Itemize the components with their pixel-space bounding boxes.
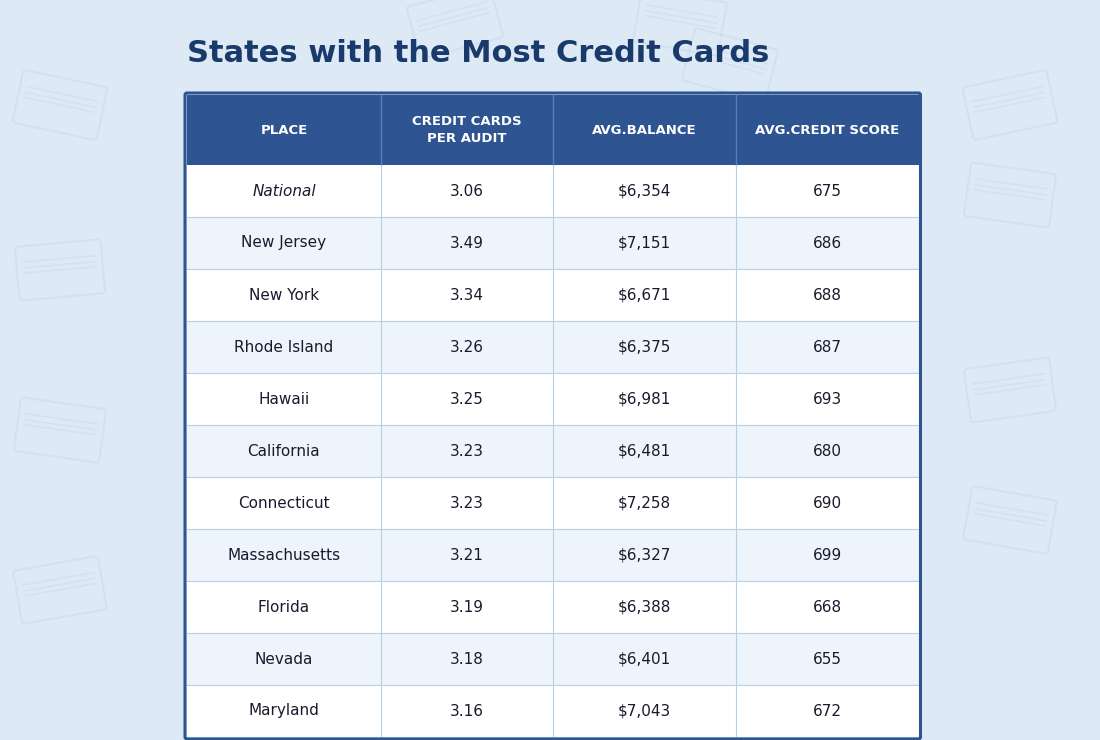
Text: New Jersey: New Jersey [241,235,327,251]
FancyBboxPatch shape [187,425,918,477]
Text: Maryland: Maryland [249,704,319,719]
Text: $6,327: $6,327 [617,548,671,562]
Text: 3.21: 3.21 [450,548,484,562]
FancyBboxPatch shape [187,269,918,321]
Text: National: National [252,184,316,198]
Text: $6,354: $6,354 [617,184,671,198]
Text: 675: 675 [813,184,842,198]
Text: 672: 672 [813,704,842,719]
Text: 3.06: 3.06 [450,184,484,198]
Text: 699: 699 [813,548,842,562]
Text: 3.34: 3.34 [450,288,484,303]
Text: $7,258: $7,258 [617,496,671,511]
FancyBboxPatch shape [187,95,918,165]
Text: $6,481: $6,481 [617,443,671,459]
Text: 3.23: 3.23 [450,496,484,511]
Text: $6,401: $6,401 [617,651,671,667]
Text: $6,671: $6,671 [617,288,671,303]
Text: 686: 686 [813,235,842,251]
Text: 3.18: 3.18 [450,651,484,667]
FancyBboxPatch shape [187,373,918,425]
Text: States with the Most Credit Cards: States with the Most Credit Cards [187,39,769,68]
FancyBboxPatch shape [187,685,918,737]
Text: 668: 668 [813,599,842,614]
Text: Massachusetts: Massachusetts [228,548,341,562]
Text: CREDIT CARDS
PER AUDIT: CREDIT CARDS PER AUDIT [412,115,521,145]
Text: AVG.BALANCE: AVG.BALANCE [592,124,696,136]
Text: $6,375: $6,375 [617,340,671,354]
Text: PLACE: PLACE [261,124,308,136]
Text: Nevada: Nevada [255,651,314,667]
Text: 655: 655 [813,651,842,667]
Text: 693: 693 [813,391,842,406]
Text: Connecticut: Connecticut [238,496,330,511]
Text: New York: New York [249,288,319,303]
Text: 3.23: 3.23 [450,443,484,459]
FancyBboxPatch shape [187,165,918,217]
Text: $6,388: $6,388 [617,599,671,614]
Text: 3.19: 3.19 [450,599,484,614]
Text: California: California [248,443,320,459]
Text: Hawaii: Hawaii [258,391,309,406]
Text: 3.25: 3.25 [450,391,484,406]
Text: 680: 680 [813,443,842,459]
FancyBboxPatch shape [187,529,918,581]
Text: 3.49: 3.49 [450,235,484,251]
Text: Rhode Island: Rhode Island [234,340,333,354]
FancyBboxPatch shape [187,633,918,685]
Text: 3.26: 3.26 [450,340,484,354]
Text: $7,151: $7,151 [617,235,671,251]
Text: $6,981: $6,981 [617,391,671,406]
Text: 687: 687 [813,340,842,354]
Text: 690: 690 [813,496,842,511]
FancyBboxPatch shape [187,321,918,373]
Text: 3.16: 3.16 [450,704,484,719]
FancyBboxPatch shape [187,217,918,269]
Text: AVG.CREDIT SCORE: AVG.CREDIT SCORE [755,124,899,136]
Text: 688: 688 [813,288,842,303]
Text: $7,043: $7,043 [617,704,671,719]
FancyBboxPatch shape [187,581,918,633]
Text: Florida: Florida [257,599,310,614]
FancyBboxPatch shape [187,477,918,529]
